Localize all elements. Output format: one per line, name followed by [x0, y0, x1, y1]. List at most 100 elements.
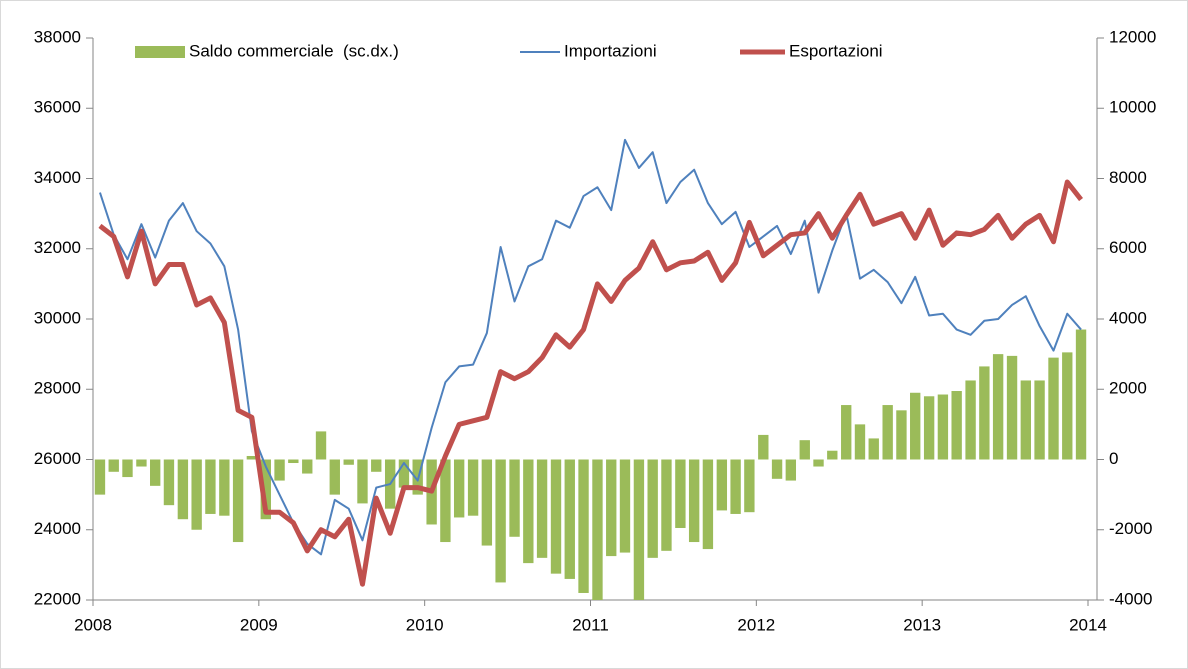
- x-tick-label: 2010: [406, 615, 444, 634]
- bar: [453, 459, 465, 518]
- bar: [1062, 352, 1073, 460]
- bar: [951, 391, 962, 460]
- bar: [495, 459, 506, 583]
- bar: [758, 434, 769, 460]
- y2-tick-label: 0: [1109, 449, 1118, 468]
- bar: [771, 459, 783, 479]
- bar: [564, 459, 575, 579]
- bar: [329, 459, 340, 495]
- bar: [910, 392, 921, 460]
- y2-tick-label: 8000: [1109, 168, 1147, 187]
- y-tick-label: 32000: [34, 238, 81, 257]
- bar: [882, 405, 893, 460]
- bar: [136, 459, 147, 467]
- bar: [661, 459, 672, 551]
- x-tick-label: 2011: [572, 615, 609, 634]
- y-tick-label: 36000: [34, 98, 81, 117]
- bar: [1006, 355, 1018, 460]
- x-tick-label: 2013: [903, 615, 941, 634]
- y-tick-label: 28000: [34, 379, 81, 398]
- y-tick-label: 30000: [34, 308, 81, 327]
- y2-tick-label: 10000: [1109, 98, 1156, 117]
- bar: [813, 459, 824, 467]
- bar: [523, 459, 534, 564]
- bar: [716, 459, 728, 511]
- x-tick-label: 2009: [240, 615, 278, 634]
- bar: [467, 459, 479, 516]
- bar: [150, 459, 161, 486]
- y2-tick-label: 2000: [1109, 379, 1147, 398]
- bar: [205, 459, 216, 514]
- line: [99, 138, 1082, 556]
- bar: [744, 459, 755, 513]
- bar: [1048, 357, 1059, 460]
- bar: [177, 459, 189, 520]
- bar: [163, 459, 175, 506]
- bar: [799, 440, 810, 460]
- bar: [302, 459, 313, 474]
- bar: [868, 438, 879, 460]
- bar: [923, 396, 935, 460]
- bar: [619, 459, 631, 553]
- bar: [578, 459, 589, 593]
- bar: [219, 459, 230, 516]
- y-tick-label: 22000: [34, 589, 81, 608]
- legend-label: Saldo commerciale (sc.dx.): [189, 41, 399, 60]
- bar: [191, 459, 202, 530]
- bar: [357, 459, 368, 504]
- bar: [509, 459, 520, 537]
- bar: [647, 459, 658, 558]
- line: [98, 179, 1084, 587]
- x-tick-label: 2012: [737, 615, 775, 634]
- bar: [730, 459, 741, 514]
- bar: [108, 459, 119, 472]
- y-tick-label: 38000: [34, 27, 81, 46]
- bar: [398, 459, 410, 488]
- x-tick-label: 2014: [1069, 615, 1107, 634]
- bar: [232, 459, 244, 543]
- bar: [592, 459, 603, 600]
- bar: [785, 459, 797, 481]
- bar: [246, 455, 258, 460]
- bar: [965, 380, 976, 460]
- bar: [979, 366, 990, 460]
- bar: [633, 459, 645, 600]
- y2-tick-label: 4000: [1109, 308, 1147, 327]
- bar: [371, 459, 382, 472]
- bar: [688, 459, 700, 543]
- bar: [854, 424, 866, 460]
- bar: [536, 459, 548, 558]
- bar: [1075, 329, 1087, 460]
- y-tick-label: 24000: [34, 519, 81, 538]
- y2-tick-label: 6000: [1109, 238, 1147, 257]
- bar: [481, 459, 493, 546]
- legend: Saldo commerciale (sc.dx.) Importazioni Es…: [135, 41, 883, 60]
- bar: [937, 394, 949, 460]
- bar: [827, 450, 838, 460]
- bar: [550, 459, 562, 574]
- bar: [896, 410, 907, 460]
- bar: [841, 405, 852, 460]
- bar: [94, 459, 106, 495]
- legend-label: Esportazioni: [789, 41, 883, 60]
- bar: [260, 459, 271, 520]
- y2-tick-label: -2000: [1109, 519, 1152, 538]
- bar: [315, 431, 327, 460]
- bar: [702, 459, 714, 550]
- bar: [288, 459, 299, 464]
- y2-tick-label: -4000: [1109, 589, 1152, 608]
- bar: [992, 354, 1004, 460]
- x-tick-label: 2008: [74, 615, 112, 634]
- legend-swatch: [135, 46, 185, 58]
- bar: [122, 459, 133, 478]
- bar: [343, 459, 354, 465]
- y-tick-label: 34000: [34, 168, 81, 187]
- y-tick-label: 26000: [34, 449, 81, 468]
- bar: [606, 459, 617, 557]
- y2-tick-label: 12000: [1109, 27, 1156, 46]
- bar: [440, 459, 451, 543]
- bar: [274, 459, 285, 481]
- legend-label: Importazioni: [564, 41, 657, 60]
- bar: [675, 459, 686, 528]
